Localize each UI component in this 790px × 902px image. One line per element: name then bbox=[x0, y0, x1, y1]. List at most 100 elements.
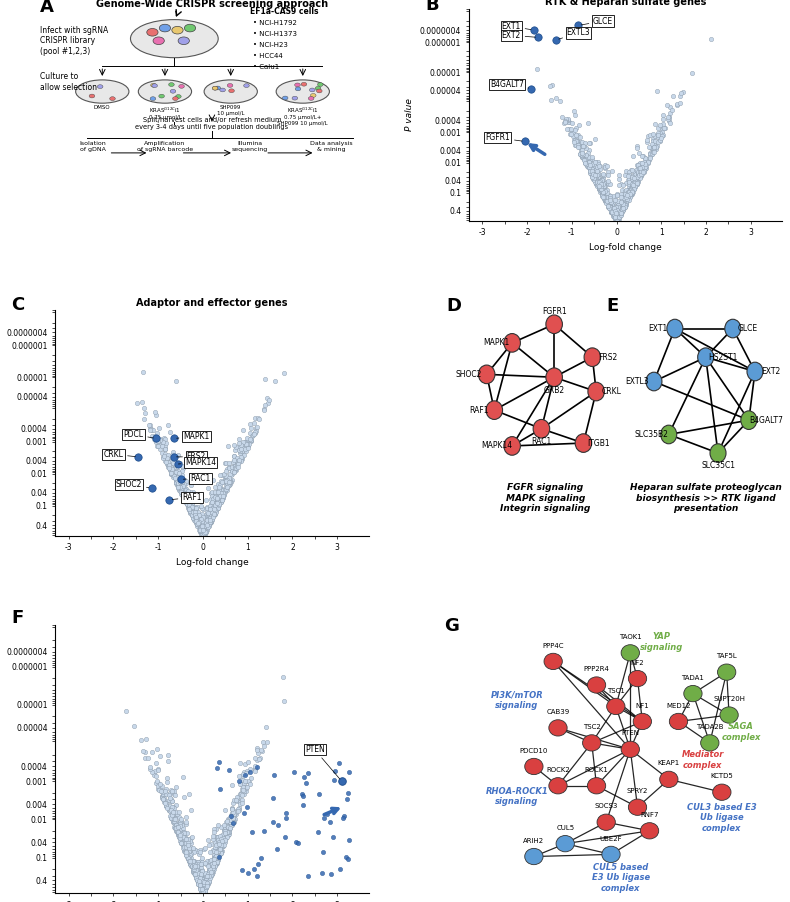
Point bbox=[187, 866, 200, 880]
Point bbox=[192, 877, 205, 891]
Point bbox=[149, 764, 161, 778]
Point bbox=[612, 211, 625, 226]
Point bbox=[210, 850, 223, 864]
Point bbox=[622, 169, 634, 183]
Point bbox=[655, 125, 668, 140]
Point bbox=[577, 149, 590, 163]
Point bbox=[615, 206, 628, 220]
Point bbox=[579, 152, 592, 167]
Point bbox=[235, 451, 248, 465]
Point bbox=[200, 492, 213, 507]
Point bbox=[202, 519, 215, 533]
Point bbox=[580, 153, 592, 168]
Point bbox=[179, 493, 192, 508]
Point bbox=[205, 492, 217, 506]
Point bbox=[604, 198, 617, 213]
Text: GLCE: GLCE bbox=[738, 324, 758, 333]
Point bbox=[229, 463, 242, 477]
Point bbox=[626, 175, 638, 189]
Point bbox=[164, 811, 177, 825]
Point bbox=[615, 205, 627, 219]
Point bbox=[178, 843, 190, 858]
Point bbox=[204, 502, 216, 516]
Point bbox=[585, 162, 597, 177]
Point bbox=[181, 850, 194, 864]
Point bbox=[634, 169, 647, 183]
Point bbox=[201, 501, 213, 515]
Point bbox=[610, 213, 623, 227]
Point bbox=[599, 161, 611, 176]
Point bbox=[530, 61, 543, 76]
Point bbox=[144, 761, 156, 776]
Point bbox=[220, 830, 232, 844]
Point bbox=[226, 464, 239, 478]
Point bbox=[225, 802, 238, 816]
Point bbox=[622, 189, 634, 203]
Point bbox=[576, 148, 589, 162]
Circle shape bbox=[172, 97, 179, 100]
Text: CRKL: CRKL bbox=[103, 450, 135, 459]
Circle shape bbox=[641, 823, 659, 839]
Point bbox=[590, 167, 603, 181]
Point bbox=[205, 857, 218, 871]
Point bbox=[205, 492, 218, 507]
Point bbox=[195, 516, 208, 530]
Point bbox=[185, 502, 198, 517]
Point bbox=[138, 406, 151, 420]
Point bbox=[182, 498, 194, 512]
Point bbox=[652, 129, 664, 143]
Point bbox=[606, 205, 619, 219]
Point bbox=[234, 787, 246, 802]
Point bbox=[175, 814, 187, 828]
Point bbox=[220, 476, 233, 491]
Point bbox=[184, 852, 197, 867]
Point bbox=[600, 190, 612, 205]
Point bbox=[583, 160, 596, 174]
Text: EXTL3: EXTL3 bbox=[559, 29, 590, 39]
Point bbox=[638, 161, 651, 176]
Point bbox=[604, 203, 617, 217]
Point bbox=[205, 509, 217, 523]
Point bbox=[170, 818, 182, 833]
Point bbox=[619, 176, 632, 190]
Point bbox=[201, 867, 214, 881]
Point bbox=[585, 167, 597, 181]
Point bbox=[206, 832, 219, 846]
Point bbox=[137, 743, 149, 758]
Point bbox=[236, 449, 249, 464]
Point bbox=[610, 207, 623, 221]
Point bbox=[601, 168, 614, 182]
Point bbox=[288, 764, 300, 778]
Point bbox=[211, 501, 224, 515]
Point bbox=[182, 489, 195, 503]
Circle shape bbox=[168, 83, 175, 87]
Point bbox=[216, 829, 228, 843]
Point bbox=[190, 517, 203, 531]
Point bbox=[198, 886, 210, 900]
Point bbox=[206, 507, 219, 521]
Point bbox=[633, 166, 645, 180]
Point bbox=[184, 498, 197, 512]
Point bbox=[187, 493, 200, 508]
Point bbox=[198, 885, 210, 899]
Point bbox=[595, 177, 608, 191]
Point bbox=[164, 809, 177, 824]
Point bbox=[211, 852, 224, 867]
Point bbox=[202, 505, 215, 520]
Point bbox=[615, 207, 627, 221]
Point bbox=[182, 836, 194, 851]
Point bbox=[244, 431, 257, 446]
Point bbox=[179, 494, 191, 509]
Point bbox=[250, 759, 263, 774]
Text: Heparan sulfate proteoglycan
biosynthesis >> RTK ligand
presentation: Heparan sulfate proteoglycan biosynthesi… bbox=[630, 483, 781, 513]
Point bbox=[201, 519, 214, 533]
Point bbox=[213, 837, 226, 851]
Point bbox=[648, 141, 660, 155]
Point bbox=[181, 494, 194, 509]
Point bbox=[528, 23, 540, 37]
Point bbox=[596, 179, 608, 194]
Point bbox=[589, 162, 602, 177]
Point bbox=[244, 765, 257, 779]
Point bbox=[248, 762, 261, 777]
Point bbox=[156, 790, 168, 805]
